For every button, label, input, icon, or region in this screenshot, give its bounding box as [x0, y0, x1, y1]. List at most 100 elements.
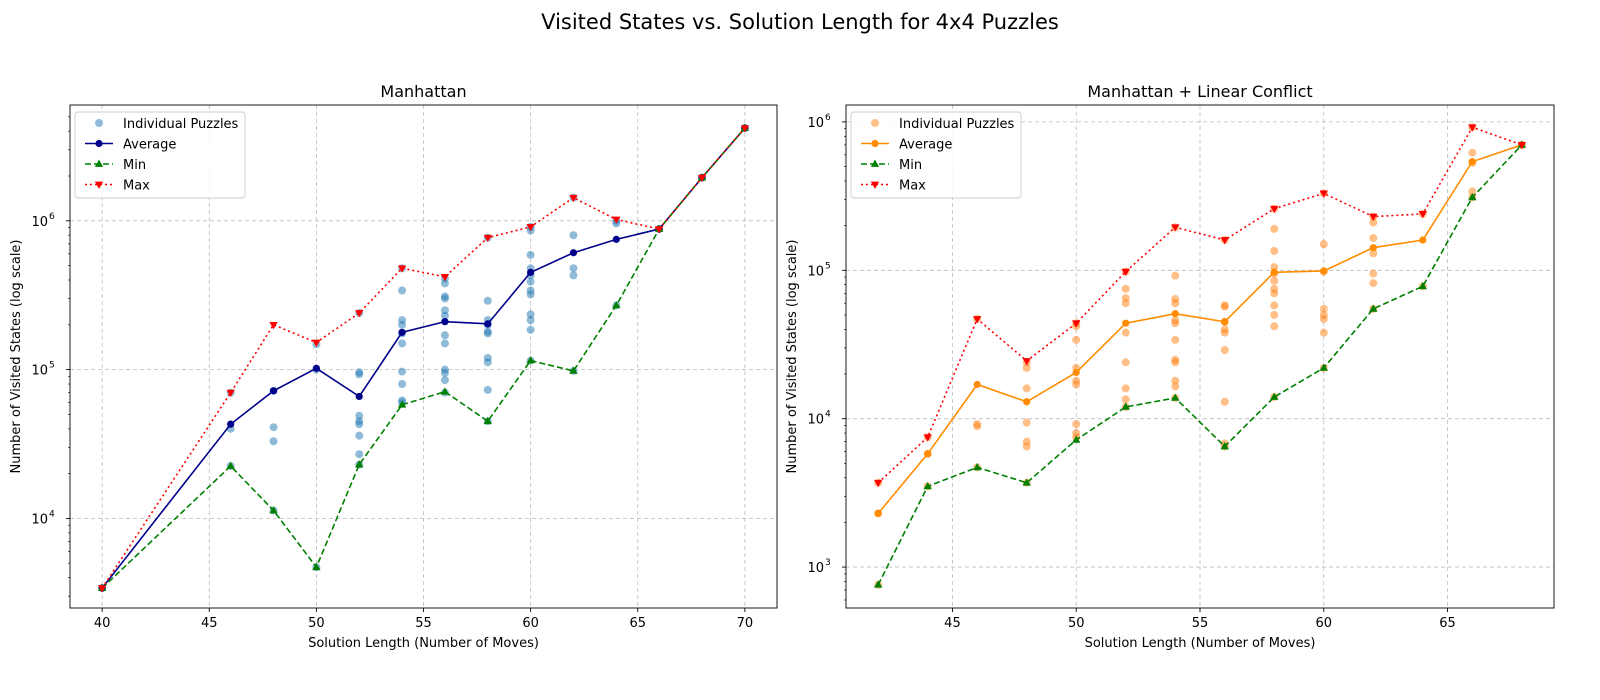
series-point-min: [973, 462, 982, 471]
scatter-point: [1319, 314, 1328, 323]
series-point-average: [227, 420, 235, 428]
scatter-point: [1171, 271, 1180, 280]
scatter-point: [1369, 279, 1378, 288]
series-point-max: [1418, 211, 1427, 219]
series-point-max: [1022, 358, 1031, 366]
series-point-max: [1220, 237, 1229, 245]
scatter-point: [355, 420, 364, 429]
series-point-min: [269, 506, 278, 514]
x-tick-label: 65: [629, 616, 646, 631]
legend-label-max: Max: [899, 179, 926, 194]
scatter-point: [1319, 240, 1328, 249]
scatter-point: [1369, 234, 1378, 243]
x-axis-label: Solution Length (Number of Moves): [1085, 636, 1316, 651]
series-point-average: [612, 235, 620, 243]
series-point-average: [1072, 368, 1080, 377]
series-point-min: [1270, 392, 1279, 400]
scatter-point: [440, 294, 449, 303]
scatter-point: [1270, 322, 1279, 331]
scatter-point: [1270, 276, 1279, 285]
series-point-max: [1171, 224, 1180, 232]
scatter-point: [1270, 310, 1279, 319]
legend-box: [850, 111, 1022, 199]
grid: [70, 105, 777, 608]
scatter-point: [526, 277, 535, 286]
y-tick-exponent: 5: [825, 261, 831, 271]
legend-label-min: Min: [123, 158, 146, 173]
plot-area: [97, 123, 750, 593]
scatter-point: [1369, 249, 1378, 258]
series-point-max: [440, 273, 450, 282]
scatter-point: [1171, 335, 1180, 344]
scatter-point: [569, 271, 578, 280]
scatter-point: [1022, 384, 1031, 393]
series-point-min: [483, 416, 492, 425]
x-tick-label: 50: [308, 616, 325, 631]
series-point-average: [1171, 310, 1179, 318]
x-tick-label: 65: [1439, 616, 1456, 631]
legend-label-max: Max: [123, 179, 150, 194]
x-tick-label: 50: [1068, 616, 1085, 631]
series-point-average: [1221, 318, 1229, 326]
scatter-point: [355, 370, 364, 379]
series-point-min: [1171, 393, 1180, 401]
series-point-average: [1320, 267, 1328, 275]
x-tick-label: 70: [737, 616, 754, 631]
series-point-max: [483, 234, 492, 243]
scatter-point: [440, 331, 449, 340]
series-point-min: [226, 461, 235, 469]
series-point-min: [1220, 442, 1229, 450]
x-tick-label: 45: [201, 616, 218, 631]
scatter-point: [1121, 395, 1130, 404]
y-tick-exponent: 4: [49, 509, 55, 519]
series-point-average: [1369, 244, 1377, 252]
series-point-min: [1121, 402, 1130, 410]
series-point-average: [973, 380, 981, 389]
scatter-point: [569, 231, 578, 240]
series-point-max: [569, 194, 578, 203]
scatter-point: [1270, 289, 1279, 298]
series-point-max: [923, 434, 932, 442]
series-point-min: [612, 301, 621, 309]
series-point-average: [874, 509, 882, 518]
scatter-point: [398, 320, 407, 329]
scatter-point: [1220, 302, 1229, 311]
series-point-min: [312, 562, 321, 571]
figure-title: Visited States vs. Solution Length for 4…: [541, 10, 1059, 34]
y-tick-label: 10: [807, 561, 824, 576]
scatter-point: [526, 325, 535, 334]
y-tick-label: 10: [807, 264, 824, 279]
series-point-max: [397, 265, 407, 273]
y-tick-exponent: 5: [49, 361, 55, 371]
series-point-average: [1419, 236, 1427, 244]
y-tick-label: 10: [31, 512, 48, 527]
y-tick-label: 10: [31, 215, 48, 230]
scatter-point: [526, 250, 535, 259]
legend-label-average: Average: [123, 138, 176, 153]
series-point-average: [312, 364, 320, 372]
series-line-min: [877, 144, 1523, 586]
scatter-point: [1270, 224, 1279, 233]
scatter-point: [398, 339, 407, 348]
series-point-max: [654, 226, 664, 234]
x-tick-label: 45: [944, 616, 961, 631]
series-point-average: [924, 450, 932, 458]
scatter-point: [1121, 328, 1130, 337]
scatter-point: [355, 431, 364, 440]
y-tick-label: 10: [807, 116, 824, 131]
series-point-max: [355, 310, 364, 318]
scatter-point: [1369, 218, 1378, 227]
scatter-point: [526, 316, 535, 325]
series-point-max: [1517, 142, 1526, 150]
scatter-point: [398, 380, 407, 389]
legend-label-individual-puzzles: Individual Puzzles: [899, 117, 1015, 132]
scatter-point: [269, 437, 278, 446]
series-point-average: [269, 387, 278, 395]
plot-area: [874, 123, 1526, 589]
series-point-average: [1122, 319, 1130, 327]
scatter-point: [1270, 246, 1279, 255]
series-point-min: [923, 481, 932, 490]
series-line-max: [101, 127, 746, 589]
series-point-average: [484, 320, 492, 328]
